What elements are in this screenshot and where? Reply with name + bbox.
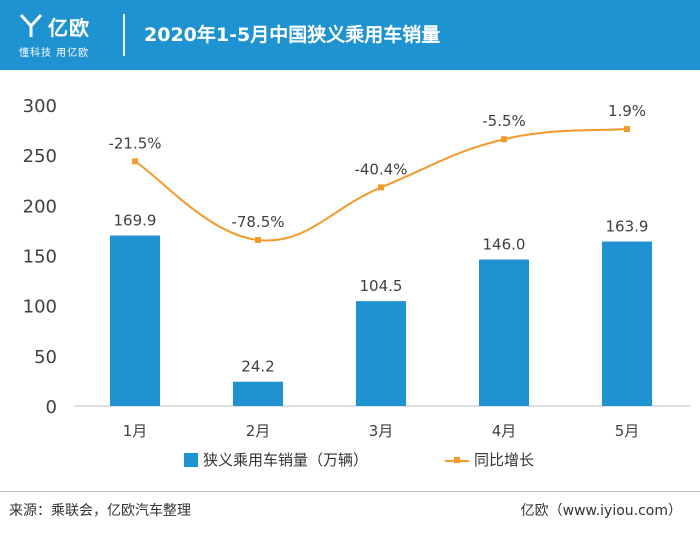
bar-series [110,235,652,406]
legend-bar-label: 狭义乘用车销量（万辆） [203,451,369,469]
growth-point [501,136,507,143]
footer-credit: 亿欧（www.iyiou.com） [520,503,682,519]
y-tick-label: 250 [23,146,57,167]
growth-point [624,126,630,132]
x-tick-label: 3月 [369,422,394,440]
y-tick-label: 200 [23,196,57,217]
bar-labels: 169.9 24.2 104.5 146.0 163.9 [114,212,649,376]
header-divider [123,14,125,56]
bar [110,235,160,406]
legend-bar-swatch [184,453,198,467]
growth-data-label: -40.4% [354,160,407,178]
brand-logo: 亿欧 懂科技 用亿欧 [18,8,108,62]
header-banner: 亿欧 懂科技 用亿欧 2020年1-5月中国狭义乘用车销量 [0,0,700,70]
growth-line-series [132,126,630,243]
y-tick-label: 100 [23,297,57,318]
growth-point [378,184,384,191]
brand-name: 亿欧 [48,16,90,40]
legend-line-label: 同比增长 [474,451,535,469]
bar [479,259,529,406]
footer-divider [0,491,700,492]
y-tick-label: 50 [34,347,57,368]
legend-line-marker [454,457,460,463]
y-tick-label: 300 [23,96,57,117]
growth-data-label: -78.5% [231,213,284,231]
bar-data-label: 104.5 [360,277,403,295]
brand-tagline: 懂科技 用亿欧 [19,48,90,59]
page-title: 2020年1-5月中国狭义乘用车销量 [144,24,441,46]
x-axis: 1月 2月 3月 4月 5月 [123,422,640,440]
y-tick-label: 0 [46,397,57,418]
growth-data-label: 1.9% [608,102,646,120]
bar [356,301,406,406]
footer-source: 来源：乘联会，亿欧汽车整理 [9,503,191,519]
bar-data-label: 163.9 [606,218,649,236]
bar-data-label: 169.9 [114,212,157,230]
brand-logo-icon [19,13,43,37]
bar-data-label: 146.0 [483,236,526,254]
x-tick-label: 1月 [123,422,148,440]
bar-data-label: 24.2 [241,358,274,376]
x-tick-label: 5月 [615,422,640,440]
growth-labels: -21.5% -78.5% -40.4% -5.5% 1.9% [108,102,646,231]
bar [233,381,283,406]
x-tick-label: 2月 [246,422,271,440]
y-axis: 0 50 100 150 200 250 300 [23,96,57,418]
bar [602,241,652,406]
growth-data-label: -5.5% [482,112,526,130]
growth-point [255,237,261,243]
growth-point [132,158,138,165]
growth-data-label: -21.5% [108,134,161,152]
x-tick-label: 4月 [492,422,517,440]
y-tick-label: 150 [23,247,57,268]
